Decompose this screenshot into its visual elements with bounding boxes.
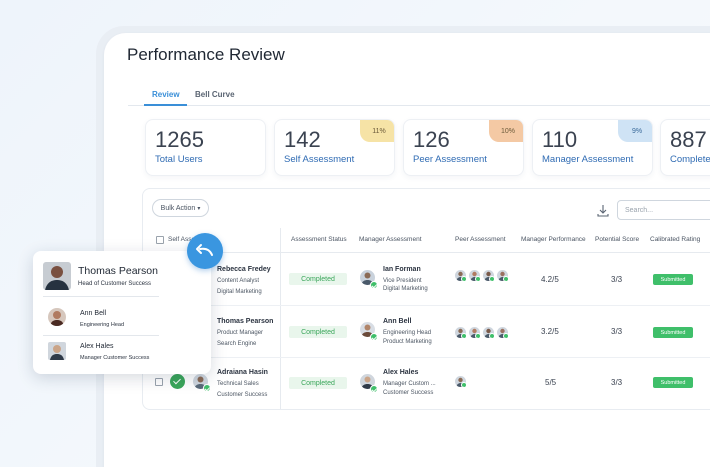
percent-badge: 11% xyxy=(360,120,394,142)
potential-score-value: 3/3 xyxy=(611,378,623,387)
stat-value: 142 xyxy=(284,127,321,152)
employee-dept: Customer Success xyxy=(217,392,268,398)
rating-badge: Submitted xyxy=(653,274,693,285)
employee-name[interactable]: Adraiana Hasin xyxy=(217,369,268,376)
stat-label: Total Users xyxy=(155,154,203,165)
tab-review[interactable]: Review xyxy=(144,90,187,106)
check-icon xyxy=(489,333,495,339)
avatar xyxy=(48,308,66,326)
popup-person-title: Engineering Head xyxy=(80,322,125,328)
popup-main-title: Head of Customer Success xyxy=(78,281,152,287)
stat-label: Self Assessment xyxy=(284,154,355,165)
check-icon xyxy=(503,276,509,282)
bulk-action-button[interactable]: Bulk Action ▾ xyxy=(152,199,209,217)
chevron-down-icon: ▾ xyxy=(197,205,201,212)
stat-card-completed[interactable]: 887 Completed xyxy=(660,119,710,176)
tab-bell-curve[interactable]: Bell Curve xyxy=(195,90,235,99)
avatar xyxy=(43,262,71,290)
percent-badge: 9% xyxy=(618,120,652,142)
employee-name[interactable]: Thomas Pearson xyxy=(217,318,274,325)
rating-badge: Submitted xyxy=(653,327,693,338)
check-icon xyxy=(461,333,467,339)
check-icon xyxy=(503,333,509,339)
manager-performance-value: 4.2/5 xyxy=(541,275,559,284)
divider xyxy=(143,252,710,253)
popup-person-name: Ann Bell xyxy=(80,310,107,317)
tab-bar: Review Bell Curve xyxy=(128,90,710,106)
back-arrow-button[interactable] xyxy=(187,233,223,269)
check-icon xyxy=(203,384,211,392)
completed-check-icon xyxy=(170,374,185,389)
avatar xyxy=(48,342,66,360)
stat-card-self-assessment[interactable]: 142 Self Assessment 11% xyxy=(274,119,395,176)
employee-role: Content Analyst xyxy=(217,278,260,284)
manager-performance-value: 3.2/5 xyxy=(541,327,559,336)
check-icon xyxy=(489,276,495,282)
undo-arrow-icon xyxy=(196,244,213,256)
stat-value: 110 xyxy=(542,127,578,152)
employee-role: Technical Sales xyxy=(217,381,259,387)
search-input[interactable]: Search... xyxy=(617,200,710,220)
check-icon xyxy=(461,382,467,388)
manager-name[interactable]: Ian Forman xyxy=(383,266,421,273)
stat-label: Peer Assessment xyxy=(413,154,487,165)
stat-card-total-users[interactable]: 1265 Total Users xyxy=(145,119,266,176)
manager-dept: Customer Success xyxy=(383,390,434,396)
percent-badge: 10% xyxy=(489,120,523,142)
manager-name[interactable]: Alex Hales xyxy=(383,369,419,376)
bulk-action-label: Bulk Action xyxy=(160,204,196,212)
status-badge: Completed xyxy=(289,377,347,389)
stat-label: Manager Assessment xyxy=(542,154,634,165)
divider xyxy=(143,305,710,306)
stat-label: Completed xyxy=(670,154,710,165)
check-icon xyxy=(370,385,378,393)
check-icon xyxy=(370,281,378,289)
potential-score-value: 3/3 xyxy=(611,327,623,336)
stat-value: 887 xyxy=(670,127,707,152)
header-manager-assessment[interactable]: Manager Assessment xyxy=(359,236,422,243)
row-checkbox[interactable] xyxy=(155,378,163,386)
stat-card-peer-assessment[interactable]: 126 Peer Assessment 10% xyxy=(403,119,524,176)
download-icon[interactable] xyxy=(596,204,610,218)
manager-role: Manager Custom ... xyxy=(383,381,436,387)
header-peer-assessment[interactable]: Peer Assessment xyxy=(455,236,506,243)
potential-score-value: 3/3 xyxy=(611,275,623,284)
divider xyxy=(43,335,159,336)
select-all-checkbox[interactable] xyxy=(156,236,164,244)
check-icon xyxy=(475,333,481,339)
manager-performance-value: 5/5 xyxy=(545,378,557,387)
manager-dept: Product Marketing xyxy=(383,339,432,345)
manager-dept: Digital Marketing xyxy=(383,286,428,292)
manager-role: Vice President xyxy=(383,278,422,284)
divider xyxy=(143,357,710,358)
header-potential-score[interactable]: Potential Score xyxy=(595,236,640,243)
divider xyxy=(43,296,159,297)
check-icon xyxy=(475,276,481,282)
check-icon xyxy=(461,276,467,282)
popup-person-name: Alex Hales xyxy=(80,343,114,350)
employee-name[interactable]: Rebecca Fredey xyxy=(217,266,271,273)
header-assessment-status[interactable]: Assessment Status xyxy=(291,236,347,243)
stat-card-manager-assessment[interactable]: 110 Manager Assessment 9% xyxy=(532,119,653,176)
header-calibrated-rating[interactable]: Calibrated Rating xyxy=(650,236,701,243)
check-icon xyxy=(370,333,378,341)
manager-role: Engineering Head xyxy=(383,330,432,336)
employee-role: Product Manager xyxy=(217,330,264,336)
assessment-table xyxy=(142,188,710,410)
status-badge: Completed xyxy=(289,273,347,285)
popup-person-title: Manager Customer Success xyxy=(80,355,150,361)
header-manager-performance[interactable]: Manager Performance xyxy=(521,236,586,243)
employee-dept: Search Engine xyxy=(217,341,257,347)
rating-badge: Submitted xyxy=(653,377,693,388)
popup-main-name: Thomas Pearson xyxy=(78,265,158,277)
reviewer-popup: Thomas Pearson Head of Customer Success … xyxy=(33,251,211,374)
stat-value: 1265 xyxy=(155,127,204,152)
page-title: Performance Review xyxy=(127,45,285,64)
status-badge: Completed xyxy=(289,326,347,338)
divider xyxy=(280,228,281,409)
manager-name[interactable]: Ann Bell xyxy=(383,318,412,325)
employee-dept: Digital Marketing xyxy=(217,289,262,295)
stat-value: 126 xyxy=(413,127,450,152)
